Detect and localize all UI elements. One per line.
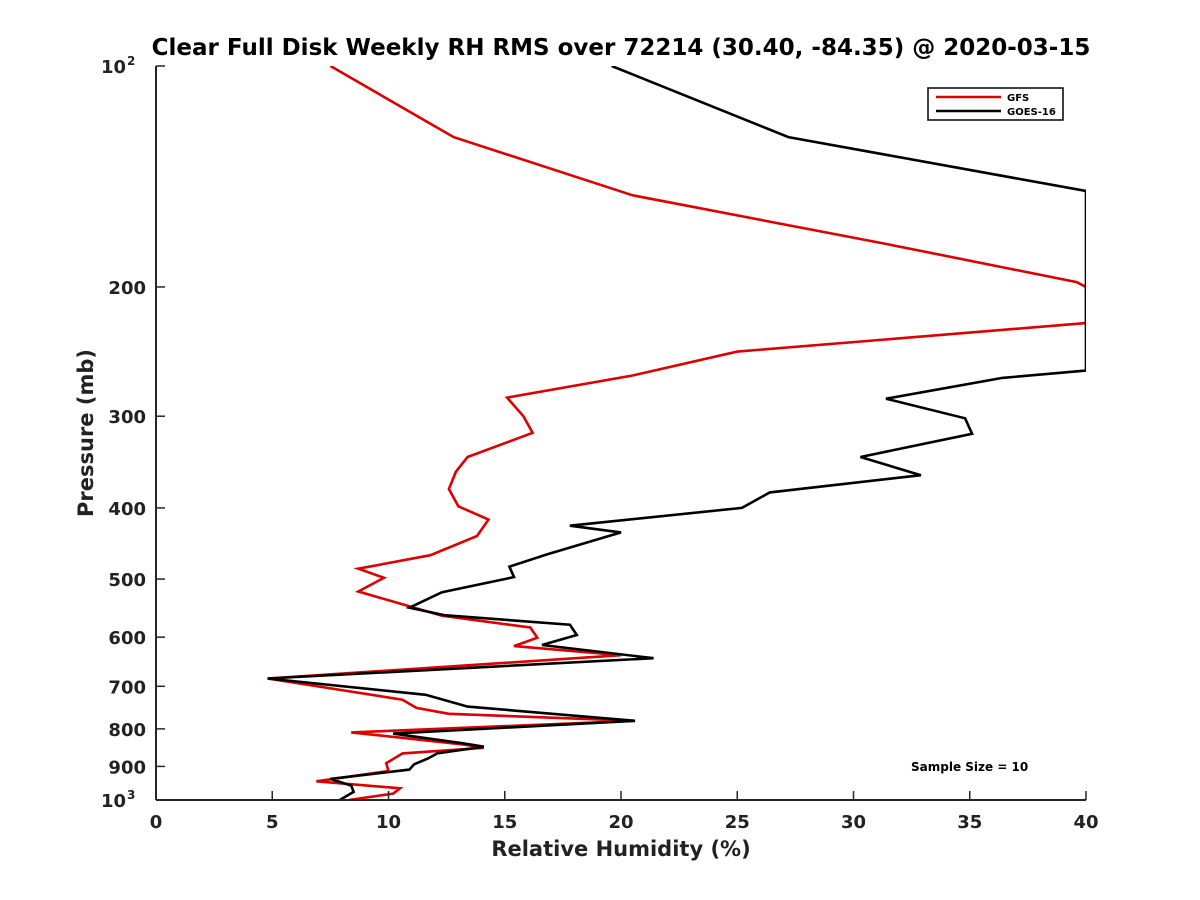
plot-area — [156, 66, 1086, 800]
y-tick-label: 10 — [101, 57, 126, 78]
legend-box — [927, 87, 1064, 121]
y-tick-exponent: 2 — [127, 54, 135, 68]
x-tick-label: 30 — [841, 812, 866, 833]
x-tick-label: 5 — [266, 812, 279, 833]
y-tick-label: 600 — [108, 628, 146, 649]
legend: GFS GOES-16 — [927, 87, 1064, 121]
y-tick-label: 800 — [108, 720, 146, 741]
y-tick-label: 900 — [108, 757, 146, 778]
y-tick-label: 200 — [108, 278, 146, 299]
x-tick-label: 40 — [1073, 812, 1098, 833]
y-axis-label: Pressure (mb) — [74, 349, 98, 517]
chart-title: Clear Full Disk Weekly RH RMS over 72214… — [152, 35, 1091, 61]
y-tick-label: 10 — [101, 791, 126, 812]
legend-label-gfs: GFS — [1007, 93, 1029, 104]
y-tick-label: 300 — [108, 407, 146, 428]
legend-label-goes-16: GOES-16 — [1007, 107, 1056, 118]
y-tick-label: 700 — [108, 677, 146, 698]
series-lines — [267, 66, 1086, 800]
y-tick-label: 500 — [108, 570, 146, 591]
x-tick-label: 15 — [492, 812, 517, 833]
x-tick-label: 20 — [608, 812, 633, 833]
x-tick-label: 35 — [957, 812, 982, 833]
x-ticks: 0 5 10 15 20 25 30 35 40 — [150, 791, 1099, 833]
x-tick-label: 10 — [376, 812, 401, 833]
y-tick-exponent: 3 — [127, 788, 135, 802]
y-tick-label: 400 — [108, 499, 146, 520]
x-axis-label: Relative Humidity (%) — [491, 837, 750, 861]
x-tick-label: 0 — [150, 812, 163, 833]
sample-size-annotation: Sample Size = 10 — [911, 760, 1028, 774]
x-tick-label: 25 — [725, 812, 750, 833]
series-line-goes-16 — [267, 66, 1086, 800]
